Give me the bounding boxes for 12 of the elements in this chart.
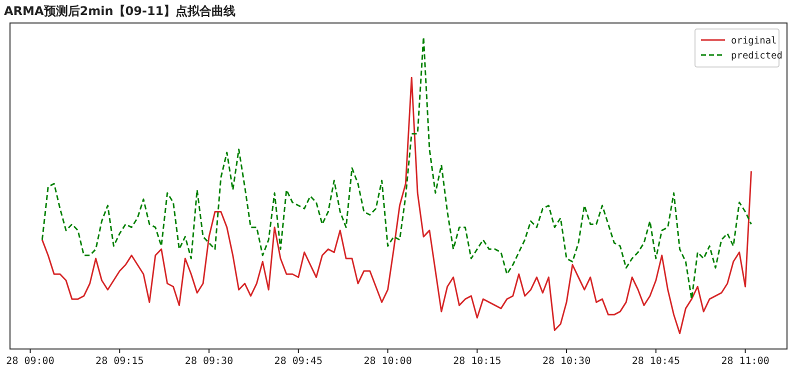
- chart-title: ARMA预测后2min【09-11】点拟合曲线: [4, 4, 236, 18]
- x-tick-label: 28 09:30: [184, 356, 234, 367]
- x-tick-label: 28 10:00: [364, 356, 412, 367]
- x-tick-label: 28 10:15: [453, 356, 502, 367]
- x-tick-label: 28 09:45: [274, 356, 322, 367]
- x-tick-label: 28 09:15: [96, 356, 144, 367]
- x-tick-label: 28 10:45: [632, 356, 680, 367]
- legend-label: predicted: [731, 50, 782, 62]
- x-tick-label: 28 10:30: [542, 356, 591, 367]
- legend-label: original: [731, 36, 777, 46]
- x-tick-label: 28 09:00: [6, 356, 54, 367]
- x-tick-label: 28 11:00: [721, 356, 770, 367]
